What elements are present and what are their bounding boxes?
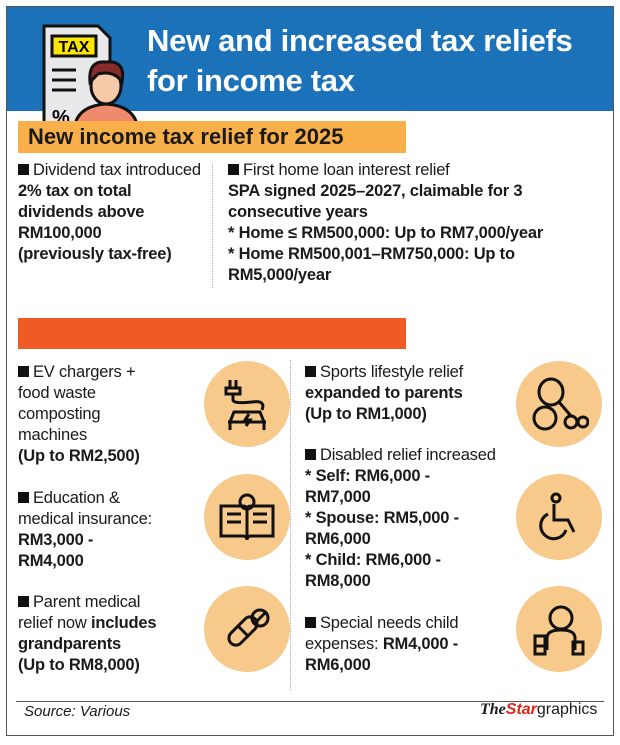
- bullet-icon: [18, 492, 29, 503]
- sports-equipment-icon: [516, 361, 602, 447]
- item-emphasis: expanded to parents: [305, 384, 463, 402]
- dividend-tax-block: Dividend tax introduced 2% tax on total …: [18, 160, 208, 265]
- bullet-icon: [18, 596, 29, 607]
- title-line-2: for income tax: [147, 63, 355, 98]
- item-text: Parent medical: [33, 593, 141, 611]
- item-amount: (Up to RM8,000): [18, 656, 140, 674]
- dividend-line: dividends above: [18, 203, 145, 221]
- pills-icon: [204, 586, 290, 672]
- item-amount: RM6,000: [305, 656, 371, 674]
- home-loan-line: SPA signed 2025–2027, claimable for 3: [228, 182, 523, 200]
- home-loan-line: consecutive years: [228, 203, 368, 221]
- home-loan-heading: First home loan interest relief: [243, 161, 450, 179]
- home-loan-line: * Home ≤ RM500,000: Up to RM7,000/year: [228, 224, 544, 242]
- item-text: machines: [18, 426, 88, 444]
- item-text: composting: [18, 405, 101, 423]
- bullet-icon: [18, 366, 29, 377]
- item-amount: * Spouse: RM5,000 -: [305, 509, 459, 527]
- logo-graphics: graphics: [536, 701, 598, 718]
- dividend-line: RM100,000: [18, 224, 102, 242]
- item-amount: (Up to RM1,000): [305, 405, 427, 423]
- child-toys-icon: [516, 586, 602, 672]
- education-insurance-item: Education & medical insurance: RM3,000 -…: [18, 488, 208, 572]
- dividend-heading: Dividend tax introduced: [33, 161, 201, 179]
- tax-document-person-icon: TAX %: [42, 24, 140, 132]
- item-text: relief now: [18, 614, 87, 632]
- bullet-icon: [305, 366, 316, 377]
- title-line-1: New and increased tax reliefs: [147, 23, 573, 58]
- ev-charger-car-icon: [204, 361, 290, 447]
- ev-charger-item: EV chargers + food waste composting mach…: [18, 362, 208, 467]
- footer-divider: [16, 701, 604, 702]
- item-text: food waste: [18, 384, 96, 402]
- wheelchair-icon: [516, 474, 602, 560]
- logo-star: Star: [505, 701, 537, 718]
- divider: [212, 163, 213, 288]
- home-loan-line: RM5,000/year: [228, 266, 332, 284]
- item-text: medical insurance:: [18, 510, 152, 528]
- bullet-icon: [305, 449, 316, 460]
- item-emphasis: includes: [91, 614, 157, 632]
- section-label-new-relief: New income tax relief for 2025: [18, 121, 406, 153]
- tax-icon-text: TAX: [59, 39, 90, 56]
- special-needs-item: Special needs child expenses: RM4,000 - …: [305, 613, 515, 676]
- item-amount: RM6,000: [305, 530, 371, 548]
- item-amount: RM4,000: [18, 552, 84, 570]
- dividend-line: 2% tax on total: [18, 182, 132, 200]
- home-loan-line: * Home RM500,001–RM750,000: Up to: [228, 245, 515, 263]
- item-amount: (Up to RM2,500): [18, 447, 140, 465]
- bullet-icon: [305, 617, 316, 628]
- dividend-line: (previously tax-free): [18, 245, 172, 263]
- item-text: EV chargers +: [33, 363, 136, 381]
- disabled-relief-item: Disabled relief increased * Self: RM6,00…: [305, 445, 535, 592]
- parent-medical-item: Parent medical relief now includes grand…: [18, 592, 218, 676]
- item-amount: RM7,000: [305, 488, 371, 506]
- item-amount: RM4,000 -: [382, 635, 459, 653]
- item-text: expenses:: [305, 635, 379, 653]
- home-loan-block: First home loan interest relief SPA sign…: [228, 160, 608, 286]
- sports-lifestyle-item: Sports lifestyle relief expanded to pare…: [305, 362, 515, 425]
- frame: [6, 6, 614, 736]
- section-label-increased-relief: [18, 318, 406, 349]
- logo-the: The: [480, 701, 506, 718]
- the-star-graphics-logo: TheStargraphics: [480, 701, 597, 719]
- page-title: New and increased tax reliefs for income…: [147, 21, 573, 101]
- source-text: Source: Various: [24, 703, 131, 720]
- item-text: Special needs child: [320, 614, 459, 632]
- item-amount: RM8,000: [305, 572, 371, 590]
- item-emphasis: grandparents: [18, 635, 122, 653]
- bullet-icon: [228, 164, 239, 175]
- item-amount: * Child: RM6,000 -: [305, 551, 441, 569]
- item-text: Sports lifestyle relief: [320, 363, 464, 381]
- item-text: Education &: [33, 489, 120, 507]
- item-text: Disabled relief increased: [320, 446, 496, 464]
- open-book-lightbulb-icon: [204, 474, 290, 560]
- divider: [290, 360, 291, 690]
- item-amount: * Self: RM6,000 -: [305, 467, 430, 485]
- bullet-icon: [18, 164, 29, 175]
- item-amount: RM3,000 -: [18, 531, 94, 549]
